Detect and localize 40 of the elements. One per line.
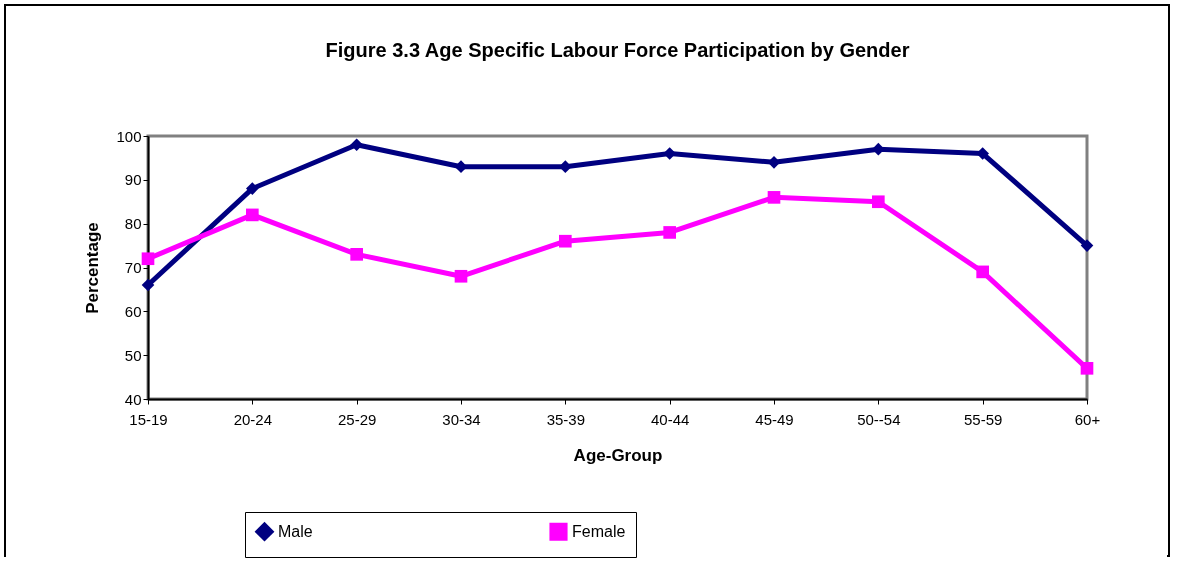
point: [872, 195, 885, 209]
x-tick-label: 30-34: [442, 410, 481, 428]
point: [246, 182, 259, 195]
y-tick-label: 60: [124, 302, 142, 320]
point: [454, 160, 468, 174]
point: [141, 278, 155, 292]
point: [141, 252, 155, 266]
legend-label: Female: [572, 522, 626, 540]
x-tick-label: 45-49: [755, 410, 794, 428]
point: [872, 142, 885, 156]
point: [976, 265, 989, 279]
x-tick-label: 15-19: [129, 410, 168, 428]
legend-label: Male: [278, 522, 313, 540]
x-tick-label: 55-59: [963, 410, 1003, 428]
point: [350, 138, 363, 152]
y-axis-title: Percentage: [83, 222, 103, 314]
y-tick-label: 40: [124, 390, 142, 408]
x-tick-label: 50--54: [857, 410, 901, 428]
point: [1080, 239, 1094, 252]
y-tick-label: 50: [124, 346, 142, 364]
point: [1080, 361, 1094, 375]
chart-title: Figure 3.3 Age Specific Labour Force Participation by Gender: [325, 39, 910, 61]
y-tick-label: 90: [124, 171, 142, 189]
x-tick-label: 60+: [1074, 410, 1101, 428]
point: [454, 269, 468, 283]
point: [559, 160, 572, 174]
point: [767, 155, 781, 169]
point: [246, 208, 259, 222]
y-tick-label: 70: [124, 259, 142, 276]
point: [559, 234, 572, 248]
point: [350, 248, 363, 261]
y-tick-label: 100: [116, 127, 142, 145]
x-tick-label: 20-24: [233, 410, 273, 428]
x-axis-title: Age-Group: [573, 445, 663, 465]
point: [663, 226, 676, 239]
x-tick-label: 40-44: [650, 410, 690, 428]
y-tick-label: 80: [124, 215, 142, 233]
x-tick-label: 25-29: [337, 410, 377, 428]
x-tick-label: 35-39: [546, 410, 586, 428]
point: [767, 191, 781, 204]
